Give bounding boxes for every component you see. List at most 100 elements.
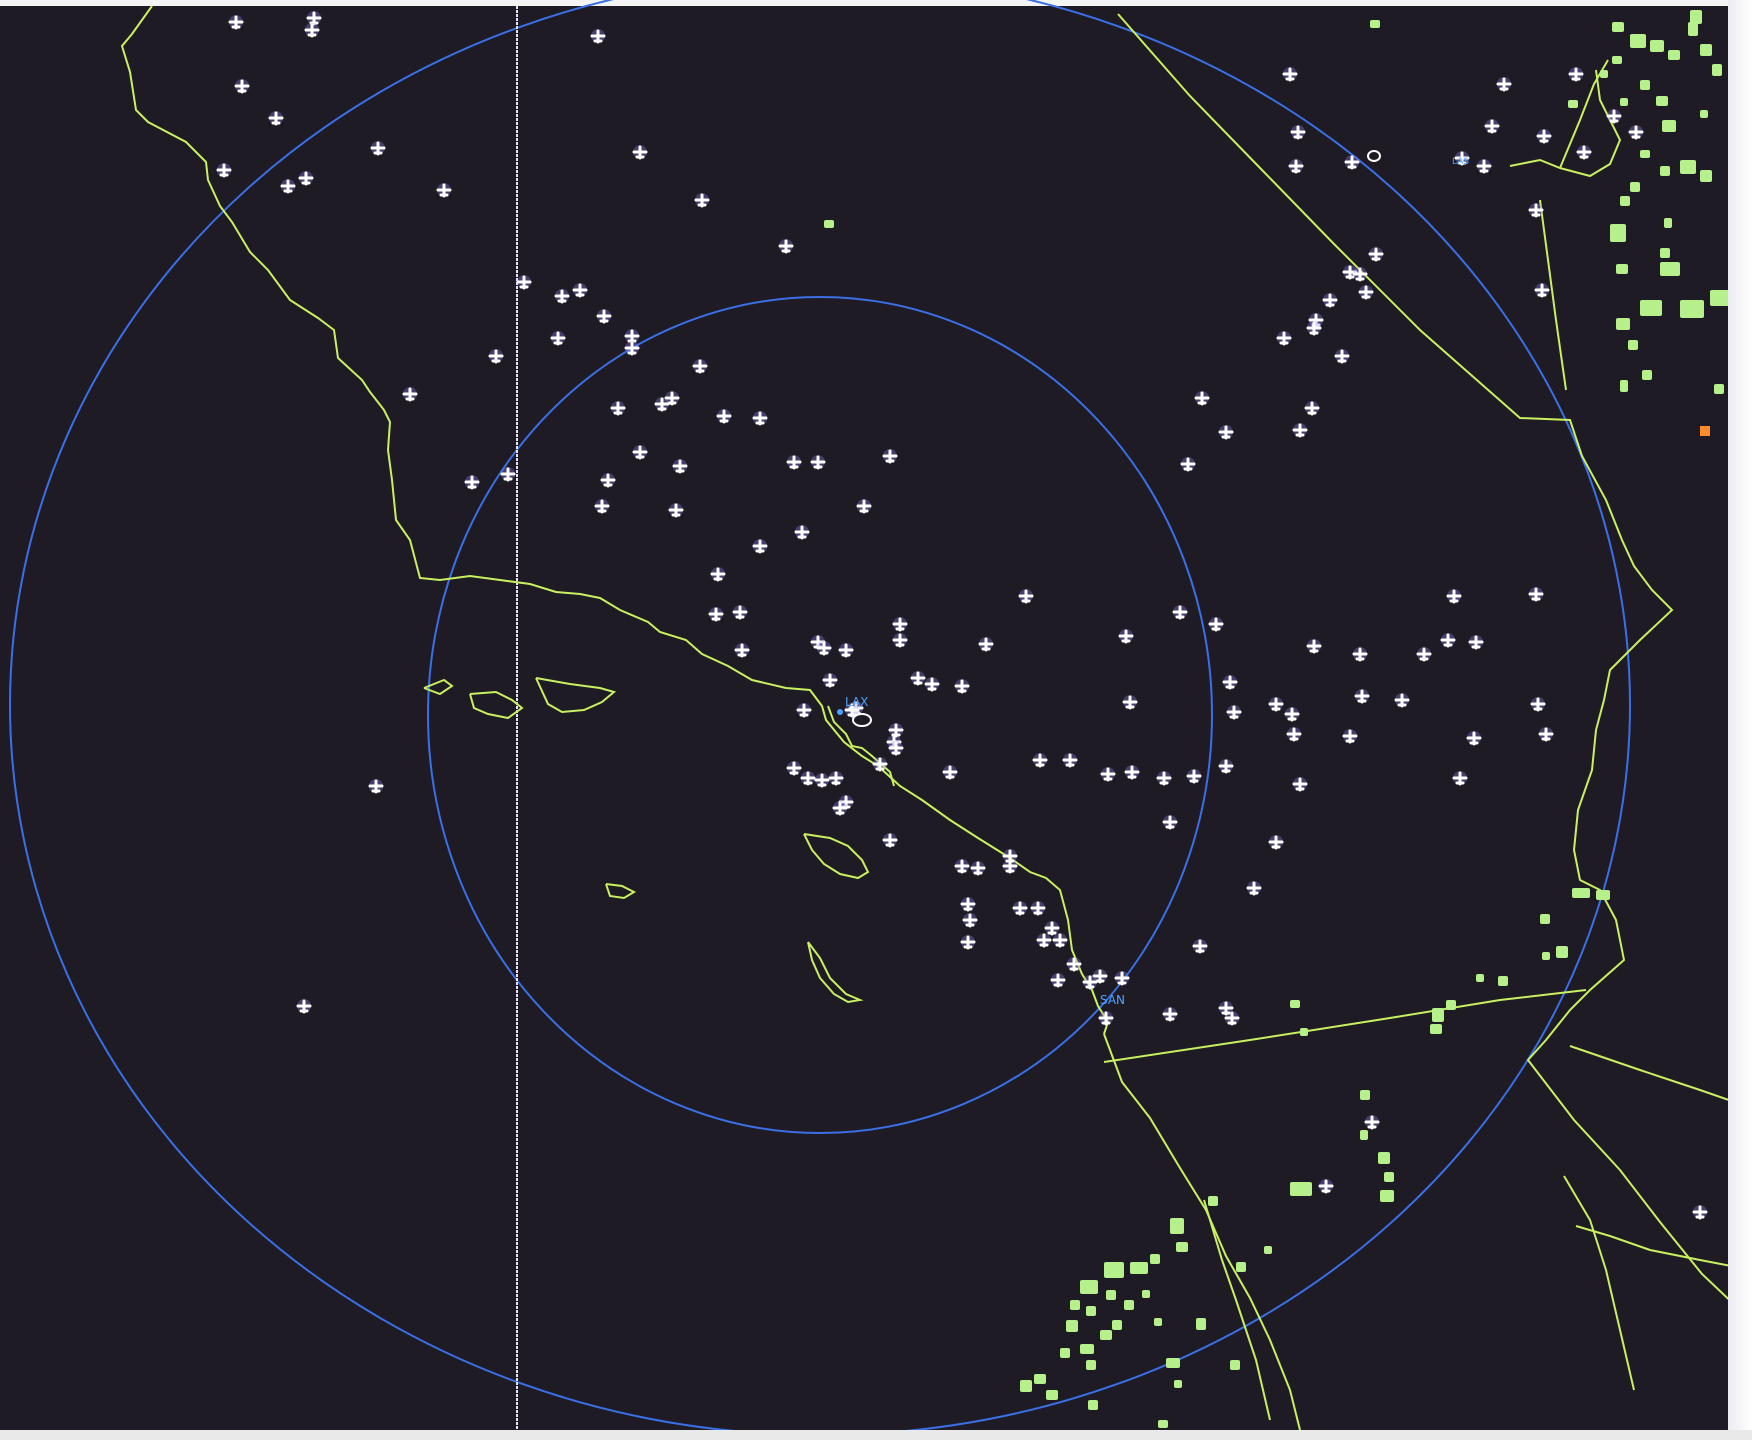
aircraft-icon[interactable]: [1268, 835, 1284, 850]
aircraft-icon[interactable]: [888, 723, 904, 738]
aircraft-icon[interactable]: [402, 387, 418, 402]
aircraft-icon[interactable]: [590, 29, 606, 44]
aircraft-icon[interactable]: [1218, 1001, 1234, 1016]
aircraft-icon[interactable]: [1416, 647, 1432, 662]
aircraft-icon[interactable]: [1466, 731, 1482, 746]
aircraft-icon[interactable]: [1576, 145, 1592, 160]
aircraft-icon[interactable]: [1530, 697, 1546, 712]
aircraft-icon[interactable]: [970, 861, 986, 876]
aircraft-icon[interactable]: [668, 503, 684, 518]
aircraft-icon[interactable]: [1156, 771, 1172, 786]
aircraft-icon[interactable]: [624, 341, 640, 356]
aircraft-icon[interactable]: [1098, 1011, 1114, 1026]
aircraft-icon[interactable]: [778, 239, 794, 254]
airport-san[interactable]: SAN: [1100, 993, 1125, 1007]
aircraft-icon[interactable]: [1342, 265, 1358, 280]
aircraft-icon[interactable]: [694, 193, 710, 208]
aircraft-icon[interactable]: [500, 467, 516, 482]
aircraft-icon[interactable]: [794, 525, 810, 540]
aircraft-icon[interactable]: [978, 637, 994, 652]
aircraft-icon[interactable]: [1538, 727, 1554, 742]
aircraft-icon[interactable]: [1276, 331, 1292, 346]
aircraft-icon[interactable]: [672, 459, 688, 474]
aircraft-icon[interactable]: [800, 771, 816, 786]
aircraft-icon[interactable]: [298, 171, 314, 186]
aircraft-icon[interactable]: [1222, 675, 1238, 690]
aircraft-icon[interactable]: [1344, 155, 1360, 170]
aircraft-icon[interactable]: [600, 473, 616, 488]
aircraft-icon[interactable]: [1394, 693, 1410, 708]
aircraft-icon[interactable]: [954, 859, 970, 874]
aircraft-icon[interactable]: [892, 633, 908, 648]
aircraft-icon[interactable]: [550, 331, 566, 346]
aircraft-icon[interactable]: [296, 999, 312, 1014]
aircraft-icon[interactable]: [856, 499, 872, 514]
aircraft-icon[interactable]: [1306, 321, 1322, 336]
aircraft-icon[interactable]: [268, 111, 284, 126]
aircraft-icon[interactable]: [1352, 647, 1368, 662]
aircraft-icon[interactable]: [910, 671, 926, 686]
aircraft-icon[interactable]: [1318, 1179, 1334, 1194]
aircraft-icon[interactable]: [942, 765, 958, 780]
aircraft-icon[interactable]: [1092, 969, 1108, 984]
aircraft-icon[interactable]: [1292, 777, 1308, 792]
aircraft-icon[interactable]: [596, 309, 612, 324]
aircraft-icon[interactable]: [1476, 159, 1492, 174]
aircraft-icon[interactable]: [814, 773, 830, 788]
aircraft-icon[interactable]: [1528, 203, 1544, 218]
aircraft-icon[interactable]: [1050, 973, 1066, 988]
aircraft-icon[interactable]: [1468, 635, 1484, 650]
aircraft-icon[interactable]: [610, 401, 626, 416]
aircraft-icon[interactable]: [1036, 933, 1052, 948]
aircraft-icon[interactable]: [1114, 971, 1130, 986]
aircraft-icon[interactable]: [488, 349, 504, 364]
aircraft-icon[interactable]: [962, 913, 978, 928]
aircraft-icon[interactable]: [828, 771, 844, 786]
aircraft-icon[interactable]: [1208, 617, 1224, 632]
aircraft-icon[interactable]: [370, 141, 386, 156]
aircraft-icon[interactable]: [304, 23, 320, 38]
aircraft-icon[interactable]: [1496, 77, 1512, 92]
aircraft-icon[interactable]: [1286, 727, 1302, 742]
aircraft-icon[interactable]: [1364, 1115, 1380, 1130]
aircraft-icon[interactable]: [1246, 881, 1262, 896]
aircraft-icon[interactable]: [1342, 729, 1358, 744]
aircraft-icon[interactable]: [1066, 957, 1082, 972]
aircraft-icon[interactable]: [228, 15, 244, 30]
aircraft-icon[interactable]: [1062, 753, 1078, 768]
aircraft-icon[interactable]: [1012, 901, 1028, 916]
aircraft-icon[interactable]: [654, 397, 670, 412]
aircraft-icon[interactable]: [1192, 939, 1208, 954]
aircraft-icon[interactable]: [1306, 639, 1322, 654]
aircraft-icon[interactable]: [216, 163, 232, 178]
aircraft-icon[interactable]: [368, 779, 384, 794]
aircraft-icon[interactable]: [816, 641, 832, 656]
aircraft-icon[interactable]: [838, 643, 854, 658]
aircraft-icon[interactable]: [1292, 423, 1308, 438]
aircraft-icon[interactable]: [664, 391, 680, 406]
aircraft-icon[interactable]: [1052, 933, 1068, 948]
aircraft-icon[interactable]: [1290, 125, 1306, 140]
aircraft-icon[interactable]: [1528, 587, 1544, 602]
aircraft-icon[interactable]: [796, 703, 812, 718]
alert-marker[interactable]: [1700, 426, 1710, 436]
aircraft-icon[interactable]: [572, 283, 588, 298]
aircraft-icon[interactable]: [1018, 589, 1034, 604]
airport-lax[interactable]: LAX: [837, 695, 872, 727]
aircraft-icon[interactable]: [1100, 767, 1116, 782]
aircraft-icon[interactable]: [1282, 67, 1298, 82]
aircraft-icon[interactable]: [1454, 151, 1470, 166]
aircraft-icon[interactable]: [1484, 119, 1500, 134]
aircraft-icon[interactable]: [632, 145, 648, 160]
aircraft-icon[interactable]: [1334, 349, 1350, 364]
aircraft-icon[interactable]: [924, 677, 940, 692]
aircraft-icon[interactable]: [1452, 771, 1468, 786]
aircraft-icon[interactable]: [632, 445, 648, 460]
aircraft-icon[interactable]: [888, 741, 904, 756]
aircraft-icon[interactable]: [1162, 815, 1178, 830]
aircraft-icon[interactable]: [234, 79, 250, 94]
aircraft-icon[interactable]: [810, 455, 826, 470]
aircraft-icon[interactable]: [954, 679, 970, 694]
aircraft-icon[interactable]: [1304, 401, 1320, 416]
aircraft-icon[interactable]: [1284, 707, 1300, 722]
